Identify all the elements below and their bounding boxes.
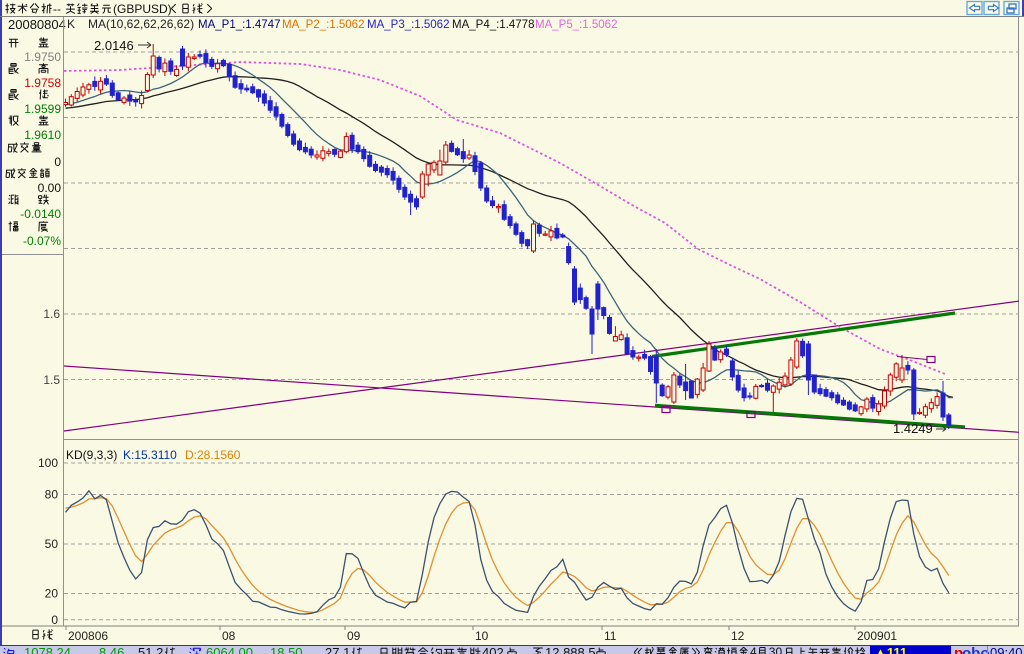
svg-text:1.9599: 1.9599 xyxy=(24,102,61,116)
svg-text:30: 30 xyxy=(769,645,783,654)
svg-text:--: -- xyxy=(53,2,61,16)
svg-text:K:15.3110: K:15.3110 xyxy=(123,448,177,462)
svg-text:KD(9,3,3): KD(9,3,3) xyxy=(66,448,117,462)
svg-text:0: 0 xyxy=(54,155,61,169)
svg-text:MA_P2_:1.5062: MA_P2_:1.5062 xyxy=(282,19,364,31)
svg-text:27.1: 27.1 xyxy=(325,645,350,654)
svg-text:12: 12 xyxy=(731,629,745,643)
svg-text:1.9750: 1.9750 xyxy=(24,50,61,64)
svg-text:51.2: 51.2 xyxy=(138,645,163,654)
svg-text:D:28.1560: D:28.1560 xyxy=(185,448,241,462)
svg-text:10: 10 xyxy=(475,629,489,643)
svg-text:50: 50 xyxy=(45,537,59,551)
svg-text:obo: obo xyxy=(962,645,990,654)
svg-text:08: 08 xyxy=(222,629,236,643)
svg-text:80: 80 xyxy=(45,488,59,502)
svg-text:402: 402 xyxy=(482,645,504,654)
svg-text:1.5: 1.5 xyxy=(43,373,60,387)
svg-text:-0.0140: -0.0140 xyxy=(20,207,61,221)
svg-text:6064.00: 6064.00 xyxy=(206,645,253,654)
svg-text:18.50: 18.50 xyxy=(270,645,303,654)
svg-text:1.6: 1.6 xyxy=(43,307,60,321)
svg-text:1078.24: 1078.24 xyxy=(24,645,71,654)
svg-text:1.9758: 1.9758 xyxy=(24,76,61,90)
svg-text:-0.07%: -0.07% xyxy=(23,234,61,248)
svg-text:▲111: ▲111 xyxy=(874,645,907,654)
svg-text:100: 100 xyxy=(38,456,58,470)
svg-text:0: 0 xyxy=(51,613,58,627)
svg-text:MA_P1_:1.4747: MA_P1_:1.4747 xyxy=(198,19,280,31)
svg-text:(GBPUSD): (GBPUSD) xyxy=(113,2,172,16)
svg-text:20: 20 xyxy=(45,587,59,601)
svg-text:MA_P3_:1.5062: MA_P3_:1.5062 xyxy=(367,19,449,31)
svg-text:MA(10,62,62,26,62): MA(10,62,62,26,62) xyxy=(88,17,194,31)
svg-text:12,888.5: 12,888.5 xyxy=(545,645,596,654)
svg-text:p: p xyxy=(954,645,963,654)
svg-text:1.9610: 1.9610 xyxy=(24,128,61,142)
svg-text:09: 09 xyxy=(347,629,361,643)
svg-text:2.0146: 2.0146 xyxy=(94,38,134,53)
svg-text:11: 11 xyxy=(604,629,617,643)
svg-text:200806: 200806 xyxy=(68,629,108,643)
svg-text:MA_P4_:1.4778: MA_P4_:1.4778 xyxy=(452,19,534,31)
svg-text:1.4249: 1.4249 xyxy=(893,421,933,436)
svg-text:4: 4 xyxy=(750,645,757,654)
svg-text:K: K xyxy=(67,17,75,31)
svg-text:0.00: 0.00 xyxy=(38,181,62,195)
svg-text:MA_P5_:1.5062: MA_P5_:1.5062 xyxy=(535,19,617,31)
svg-text:200901: 200901 xyxy=(857,629,897,643)
svg-text:8.46: 8.46 xyxy=(99,645,124,654)
svg-text:09:40: 09:40 xyxy=(990,645,1023,654)
svg-text:20080804: 20080804 xyxy=(8,17,66,32)
